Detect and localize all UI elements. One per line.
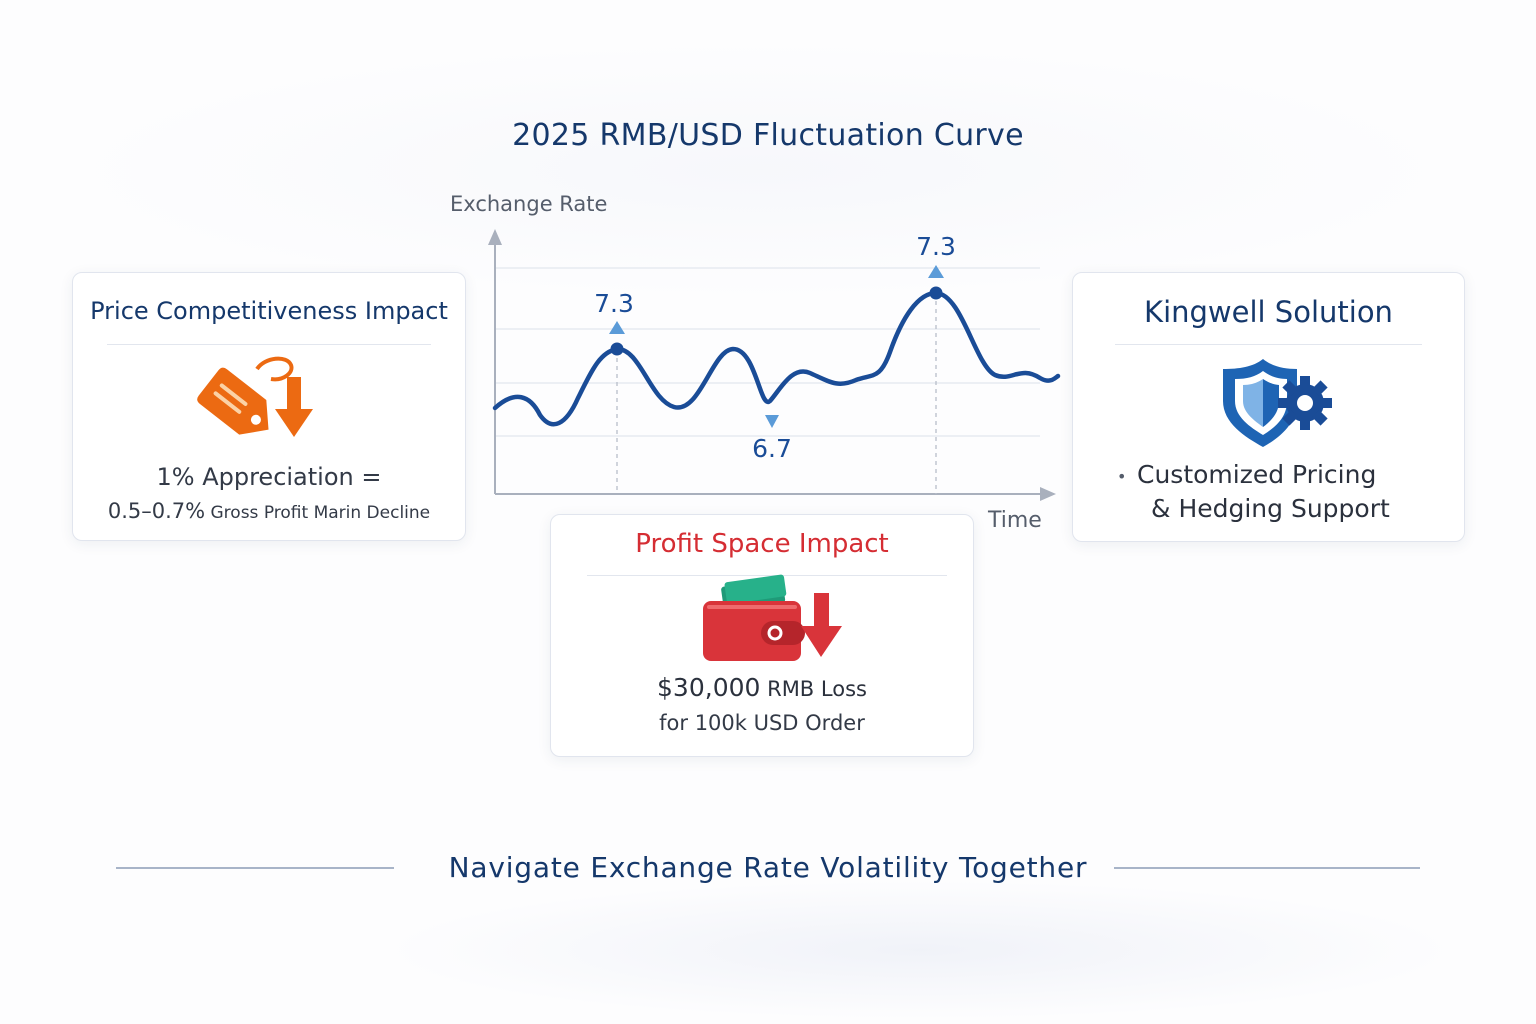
price-tag-down-icon [197, 356, 313, 437]
y-axis-arrow [488, 229, 502, 245]
x-axis-arrow [1040, 487, 1056, 501]
profit-space-card: Profit Space Impact $30,000 RMB Loss for… [550, 514, 974, 757]
divider [1115, 344, 1422, 345]
solution-line-2: & Hedging Support [1151, 494, 1390, 523]
loss-label: RMB Loss [760, 677, 867, 701]
data-label: 7.3 [916, 232, 956, 261]
solution-line-1: Customized Pricing [1137, 460, 1377, 489]
margin-range: 0.5–0.7% [107, 499, 206, 523]
footer-divider-right [1114, 867, 1420, 869]
card-title: Price Competitiveness Impact [90, 297, 448, 325]
footer-divider-left [116, 867, 394, 869]
footer-tagline: Navigate Exchange Rate Volatility Togeth… [448, 851, 1088, 884]
card-title: Kingwell Solution [1144, 295, 1393, 329]
x-axis-label: Time [987, 508, 1042, 533]
grid [496, 267, 1040, 437]
data-point [610, 342, 624, 356]
wallet-down-icon [703, 574, 842, 661]
peak-marker [609, 321, 625, 334]
solution-bullet: • [1117, 467, 1127, 486]
data-label: 7.3 [594, 289, 634, 318]
price-competitiveness-card: Price Competitiveness Impact 1% Apprecia… [72, 272, 466, 541]
divider [587, 575, 947, 576]
y-axis-label: Exchange Rate [450, 192, 607, 216]
loss-amount: $30,000 [657, 673, 761, 702]
data-point [929, 286, 943, 300]
appreciation-text: 1% Appreciation = [156, 463, 382, 491]
chart-title: 2025 RMB/USD Fluctuation Curve [512, 118, 1024, 153]
peak-marker [928, 265, 944, 278]
rate-line [492, 290, 1061, 427]
order-text: for 100k USD Order [659, 711, 865, 735]
card-title: Profit Space Impact [635, 529, 889, 559]
loss-amount-text: $30,000 RMB Loss [551, 673, 973, 702]
data-label: 6.7 [752, 434, 792, 463]
kingwell-solution-card: Kingwell Solution • Customized Pricing &… [1072, 272, 1465, 542]
margin-label: Gross Profit Marin Decline [205, 503, 431, 523]
shield-gear-icon [1223, 359, 1332, 447]
divider [107, 344, 431, 345]
margin-decline-text: 0.5–0.7% Gross Profit Marin Decline [73, 499, 465, 523]
trough-marker [765, 415, 779, 428]
